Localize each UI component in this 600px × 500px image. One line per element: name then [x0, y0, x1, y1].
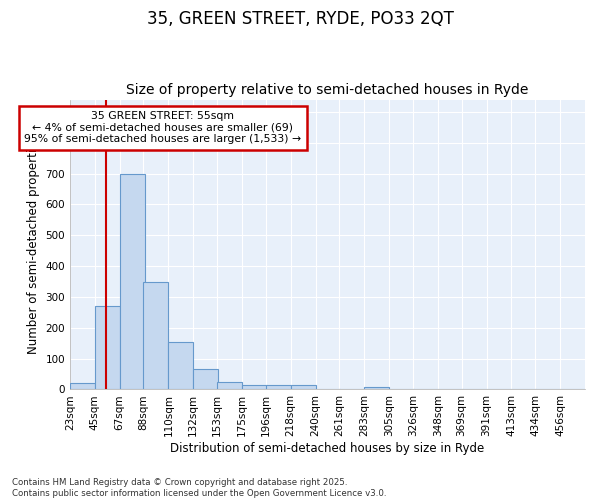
Bar — [193, 370, 218, 390]
Bar — [217, 382, 242, 390]
Y-axis label: Number of semi-detached properties: Number of semi-detached properties — [27, 135, 40, 354]
Bar — [169, 342, 193, 390]
X-axis label: Distribution of semi-detached houses by size in Ryde: Distribution of semi-detached houses by … — [170, 442, 485, 455]
Bar — [266, 386, 290, 390]
Text: 35, GREEN STREET, RYDE, PO33 2QT: 35, GREEN STREET, RYDE, PO33 2QT — [146, 10, 454, 28]
Bar — [242, 386, 267, 390]
Text: 35 GREEN STREET: 55sqm
← 4% of semi-detached houses are smaller (69)
95% of semi: 35 GREEN STREET: 55sqm ← 4% of semi-deta… — [24, 111, 301, 144]
Bar — [290, 386, 316, 390]
Bar — [143, 282, 169, 390]
Bar — [364, 387, 389, 390]
Bar — [95, 306, 119, 390]
Bar — [70, 384, 95, 390]
Title: Size of property relative to semi-detached houses in Ryde: Size of property relative to semi-detach… — [126, 83, 529, 97]
Bar — [119, 174, 145, 390]
Text: Contains HM Land Registry data © Crown copyright and database right 2025.
Contai: Contains HM Land Registry data © Crown c… — [12, 478, 386, 498]
